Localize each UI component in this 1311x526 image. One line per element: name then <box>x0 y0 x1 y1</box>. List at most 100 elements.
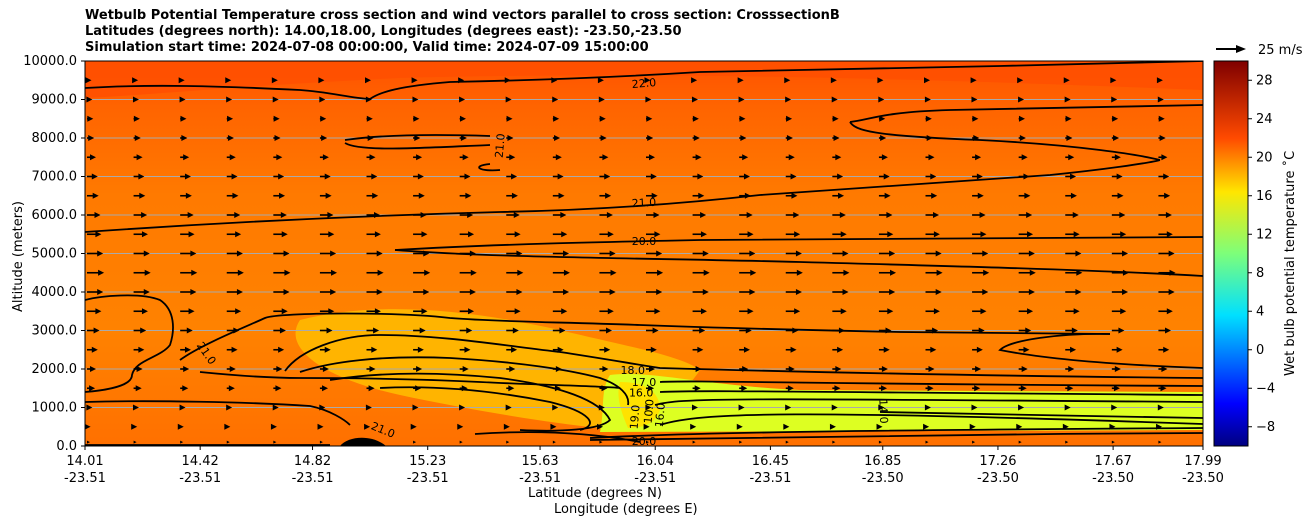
wind-vector <box>180 115 187 122</box>
wind-vector <box>506 327 519 334</box>
wind-vector <box>646 366 655 372</box>
y-axis: 0.0 1000.0 2000.0 3000.0 4000.0 5000.0 6000.0 7… <box>23 54 85 454</box>
wind-vector <box>972 231 987 238</box>
wind-vector <box>597 77 604 84</box>
wind-vector <box>552 250 570 257</box>
wind-vector <box>1158 173 1170 180</box>
wind-vector <box>1017 77 1024 84</box>
wind-vector <box>504 77 511 84</box>
wind-vector <box>459 289 476 295</box>
wind-vector <box>319 404 326 411</box>
wind-vector <box>739 192 751 199</box>
wind-vector <box>552 327 566 334</box>
wind-vector <box>1158 212 1172 218</box>
wind-vector <box>366 269 384 276</box>
y-tick-label: 5000.0 <box>32 247 78 262</box>
wind-vector <box>319 212 334 218</box>
wind-vector <box>87 269 105 276</box>
wind-vector <box>739 212 753 218</box>
wind-vector <box>226 366 236 372</box>
wind-vector <box>1018 173 1030 180</box>
wind-vector <box>459 440 463 444</box>
wind-vector <box>273 173 285 180</box>
wind-vector <box>506 192 518 199</box>
wind-vector <box>1111 366 1121 372</box>
wind-vector <box>972 192 984 199</box>
wind-vector <box>273 115 280 122</box>
wind-vector <box>878 366 888 372</box>
wind-vector <box>643 423 650 430</box>
wind-vector <box>226 212 241 218</box>
wind-vector <box>878 308 894 315</box>
wind-vector <box>133 192 146 199</box>
wind-vector <box>1018 154 1028 161</box>
colorbar-tick-label: 20 <box>1256 150 1273 165</box>
wind-vector <box>319 154 329 161</box>
wind-vector <box>739 289 756 295</box>
wind-vector <box>413 135 421 141</box>
wind-vector <box>87 115 94 122</box>
wind-vector <box>273 154 283 161</box>
wind-vector <box>1158 269 1176 276</box>
wind-vector <box>87 173 98 180</box>
wind-vector <box>459 173 471 180</box>
wind-vector <box>319 327 333 334</box>
colorbar-tick-label: 0 <box>1256 343 1264 358</box>
wind-vector <box>691 96 698 103</box>
wind-vector <box>86 404 93 411</box>
wind-vector <box>739 250 756 257</box>
wind-vector <box>1018 440 1022 444</box>
wind-vector <box>970 77 977 84</box>
wind-vector <box>411 77 418 84</box>
wind-vector <box>878 385 888 392</box>
wind-vector <box>1065 440 1069 444</box>
colorbar-tick-label: 16 <box>1256 189 1273 204</box>
wind-vector <box>506 231 521 238</box>
wind-vector <box>925 269 943 276</box>
wind-vector <box>832 327 845 334</box>
wind-vector <box>1156 423 1163 430</box>
wind-vector <box>972 327 985 334</box>
x-axis-label-longitude: Longitude (degrees E) <box>554 502 698 517</box>
wind-vector <box>925 154 935 161</box>
wind-vector <box>506 308 521 315</box>
plot-area: 22.021.021.020.021.018.017.016.019.010.0… <box>85 61 1203 446</box>
wind-vector <box>599 346 611 353</box>
wind-vector <box>366 366 376 372</box>
wind-vector <box>1063 77 1070 84</box>
wind-vector <box>459 212 474 218</box>
wind-vector <box>599 289 616 295</box>
wind-vector <box>226 135 234 141</box>
wind-vector <box>1111 173 1123 180</box>
wind-vector <box>226 250 243 257</box>
wind-vector <box>87 385 96 392</box>
wind-vector <box>317 423 324 430</box>
wind-vector <box>1018 366 1028 372</box>
wind-vector <box>319 289 337 295</box>
wind-vector <box>552 173 564 180</box>
wind-vector <box>133 440 137 444</box>
wind-vector <box>552 96 559 103</box>
wind-vector <box>226 327 240 334</box>
wind-vector <box>785 173 797 180</box>
wind-vector <box>832 385 841 392</box>
contour-label: 21.0 <box>631 196 656 210</box>
contour-label: 19.0 <box>628 404 643 430</box>
wind-vector <box>366 440 370 444</box>
wind-vector <box>692 192 705 199</box>
wind-vector <box>646 346 657 353</box>
wind-vector <box>1065 385 1074 392</box>
wind-vector <box>1158 135 1166 141</box>
wind-vector <box>180 269 198 276</box>
wind-vector <box>972 308 987 315</box>
wind-vector <box>366 154 376 161</box>
wind-vector <box>133 135 141 141</box>
wind-vector <box>878 346 890 353</box>
wind-vector <box>459 154 469 161</box>
wind-vector <box>552 308 568 315</box>
wind-vector <box>226 440 230 444</box>
wind-vector <box>785 250 802 257</box>
wind-vector <box>177 423 184 430</box>
wind-vector <box>319 269 338 276</box>
wind-vectors <box>85 77 1176 444</box>
